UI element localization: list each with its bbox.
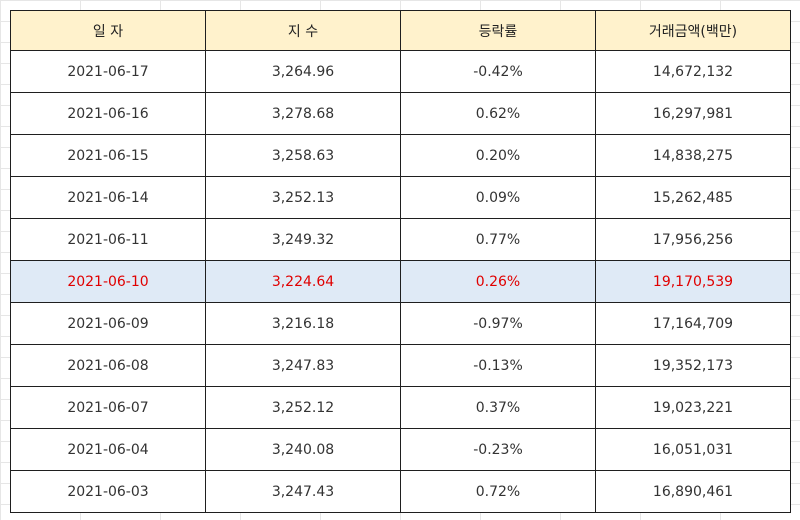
cell-index[interactable]: 3,216.18	[205, 302, 401, 345]
cell-date[interactable]: 2021-06-04	[10, 428, 206, 471]
cell-change-rate[interactable]: -0.13%	[400, 344, 596, 387]
cell-change-rate[interactable]: 0.09%	[400, 176, 596, 219]
header-change-rate[interactable]: 등락률	[400, 10, 596, 51]
table-row: 2021-06-03 3,247.43 0.72% 16,890,461	[10, 470, 791, 513]
cell-date[interactable]: 2021-06-10	[10, 260, 206, 303]
cell-trade-amount[interactable]: 14,672,132	[595, 50, 791, 93]
table-row: 2021-06-08 3,247.83 -0.13% 19,352,173	[10, 344, 791, 387]
cell-date[interactable]: 2021-06-08	[10, 344, 206, 387]
cell-trade-amount[interactable]: 14,838,275	[595, 134, 791, 177]
cell-change-rate[interactable]: 0.62%	[400, 92, 596, 135]
cell-date[interactable]: 2021-06-09	[10, 302, 206, 345]
cell-trade-amount[interactable]: 16,297,981	[595, 92, 791, 135]
cell-change-rate[interactable]: 0.26%	[400, 260, 596, 303]
table-row: 2021-06-17 3,264.96 -0.42% 14,672,132	[10, 50, 791, 93]
table-row: 2021-06-09 3,216.18 -0.97% 17,164,709	[10, 302, 791, 345]
cell-index[interactable]: 3,249.32	[205, 218, 401, 261]
cell-index[interactable]: 3,247.83	[205, 344, 401, 387]
table-row: 2021-06-16 3,278.68 0.62% 16,297,981	[10, 92, 791, 135]
cell-date[interactable]: 2021-06-14	[10, 176, 206, 219]
index-table: 일 자 지 수 등락률 거래금액(백만) 2021-06-17 3,264.96-…	[10, 10, 791, 513]
header-row: 일 자 지 수 등락률 거래금액(백만)	[10, 10, 791, 51]
cell-trade-amount[interactable]: 19,023,221	[595, 386, 791, 429]
cell-index[interactable]: 3,252.12	[205, 386, 401, 429]
header-date[interactable]: 일 자	[10, 10, 206, 51]
cell-trade-amount[interactable]: 17,956,256	[595, 218, 791, 261]
cell-trade-amount[interactable]: 19,352,173	[595, 344, 791, 387]
cell-change-rate[interactable]: 0.77%	[400, 218, 596, 261]
cell-date[interactable]: 2021-06-03	[10, 470, 206, 513]
cell-date[interactable]: 2021-06-15	[10, 134, 206, 177]
cell-trade-amount[interactable]: 15,262,485	[595, 176, 791, 219]
header-index[interactable]: 지 수	[205, 10, 401, 51]
table-body: 2021-06-17 3,264.96 -0.42% 14,672,132 2021-0…	[10, 50, 791, 513]
cell-date[interactable]: 2021-06-16	[10, 92, 206, 135]
cell-trade-amount[interactable]: 16,890,461	[595, 470, 791, 513]
cell-change-rate[interactable]: -0.23%	[400, 428, 596, 471]
header-trade-amount[interactable]: 거래금액(백만)	[595, 10, 791, 51]
cell-change-rate[interactable]: -0.42%	[400, 50, 596, 93]
cell-date[interactable]: 2021-06-17	[10, 50, 206, 93]
cell-index[interactable]: 3,240.08	[205, 428, 401, 471]
cell-index[interactable]: 3,278.68	[205, 92, 401, 135]
cell-change-rate[interactable]: 0.20%	[400, 134, 596, 177]
cell-index[interactable]: 3,224.64	[205, 260, 401, 303]
table-row: 2021-06-04 3,240.08 -0.23% 16,051,031	[10, 428, 791, 471]
cell-index[interactable]: 3,252.13	[205, 176, 401, 219]
cell-index[interactable]: 3,264.96	[205, 50, 401, 93]
table-row: 2021-06-10 3,224.64 0.26% 19,170,539	[10, 260, 791, 303]
cell-date[interactable]: 2021-06-07	[10, 386, 206, 429]
table-row: 2021-06-07 3,252.12 0.37% 19,023,221	[10, 386, 791, 429]
table-row: 2021-06-15 3,258.63 0.20% 14,838,275	[10, 134, 791, 177]
cell-trade-amount[interactable]: 16,051,031	[595, 428, 791, 471]
cell-change-rate[interactable]: -0.97%	[400, 302, 596, 345]
cell-trade-amount[interactable]: 17,164,709	[595, 302, 791, 345]
cell-index[interactable]: 3,258.63	[205, 134, 401, 177]
cell-change-rate[interactable]: 0.72%	[400, 470, 596, 513]
cell-index[interactable]: 3,247.43	[205, 470, 401, 513]
table-row: 2021-06-14 3,252.13 0.09% 15,262,485	[10, 176, 791, 219]
cell-change-rate[interactable]: 0.37%	[400, 386, 596, 429]
table-row: 2021-06-11 3,249.32 0.77% 17,956,256	[10, 218, 791, 261]
cell-trade-amount[interactable]: 19,170,539	[595, 260, 791, 303]
cell-date[interactable]: 2021-06-11	[10, 218, 206, 261]
